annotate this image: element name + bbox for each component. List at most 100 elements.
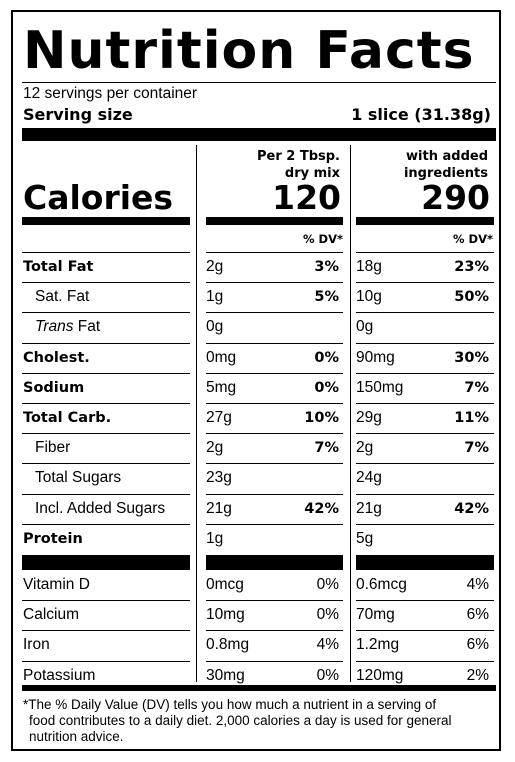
- vitamin-label-3: Potassium: [23, 666, 96, 684]
- vitamin-col2-dv-0: 4%: [466, 576, 489, 593]
- nutrient-col2-dv-3: 30%: [454, 349, 489, 366]
- nutrition-facts-label: Nutrition Facts 12 servings per containe…: [11, 10, 501, 751]
- vitamin-rule-left-2: [22, 660, 190, 662]
- vitamin-bar-col1: [206, 555, 343, 570]
- vitamin-col2-amount-0: 0.6mcg: [356, 576, 407, 593]
- nutrient-rule-col1-6: [206, 433, 343, 435]
- nutrient-col1-amount-7: 23g: [206, 469, 232, 487]
- vitamin-col2-dv-2: 6%: [466, 636, 489, 654]
- nutrient-col1-amount-0: 2g: [206, 258, 224, 275]
- column-2-header-line1: with added: [406, 149, 488, 164]
- calories-bar-left: [22, 217, 190, 225]
- nutrient-rule-col1-3: [206, 342, 343, 344]
- nutrient-col2-amount-3: 90mg: [356, 348, 395, 366]
- nutrient-col1-amount-5: 27g: [206, 409, 232, 426]
- nutrient-rule-col1-7: [206, 463, 343, 465]
- nutrient-label-0: Total Fat: [23, 259, 94, 275]
- nutrient-rule-col2-2: [356, 312, 494, 314]
- nutrient-label-6: Fiber: [35, 439, 71, 457]
- vitamin-col1-dv-2: 4%: [316, 636, 339, 654]
- nutrient-rule-left-4: [22, 372, 190, 374]
- nutrient-rule-col1-0: [206, 252, 343, 253]
- nutrient-col2-amount-6: 2g: [356, 439, 374, 457]
- serving-size-label: Serving size: [23, 105, 133, 124]
- nutrient-col1-dv-3: 0%: [314, 349, 339, 366]
- nutrient-col2-dv-4: 7%: [464, 379, 489, 396]
- label-title: Nutrition Facts: [23, 21, 475, 81]
- vitamin-rule-col2-0: [356, 600, 494, 602]
- calories-col2-value: 290: [421, 178, 490, 217]
- nutrient-label-2: Trans Fat: [35, 312, 100, 342]
- vitamin-label-2: Iron: [23, 636, 50, 654]
- thick-rule-bottom: [22, 685, 496, 691]
- nutrient-col1-amount-3: 0mg: [206, 348, 237, 366]
- nutrient-rule-col2-0: [356, 252, 494, 253]
- vitamin-col2-amount-3: 120mg: [356, 666, 404, 684]
- nutrient-rule-left-9: [22, 523, 190, 525]
- nutrient-rule-left-6: [22, 433, 190, 435]
- nutrient-label-3: Cholest.: [23, 349, 90, 366]
- nutrient-rule-left-8: [22, 493, 190, 495]
- nutrient-col2-amount-4: 150mg: [356, 378, 404, 396]
- nutrient-col1-dv-5: 10%: [304, 410, 339, 426]
- nutrient-col2-amount-8: 21g: [356, 499, 382, 517]
- vitamin-rule-col2-1: [356, 630, 494, 632]
- nutrient-rule-left-3: [22, 342, 190, 344]
- nutrient-col1-amount-2: 0g: [206, 318, 224, 336]
- vitamin-rule-col1-2: [206, 660, 343, 662]
- nutrient-label-4: Sodium: [23, 379, 85, 396]
- vitamin-rule-left-0: [22, 600, 190, 602]
- nutrient-col1-amount-4: 5mg: [206, 378, 237, 396]
- nutrient-rule-left-5: [22, 403, 190, 404]
- vitamin-rule-col1-0: [206, 600, 343, 602]
- nutrient-col2-amount-1: 10g: [356, 288, 382, 306]
- nutrient-col1-dv-6: 7%: [314, 440, 339, 457]
- nutrient-col1-amount-9: 1g: [206, 529, 224, 547]
- nutrient-label-1: Sat. Fat: [35, 288, 90, 306]
- serving-size-value: 1 slice (31.38g): [351, 105, 491, 124]
- calories-label: Calories: [23, 178, 174, 217]
- nutrient-rule-col2-3: [356, 342, 494, 344]
- vitamin-col2-amount-2: 1.2mg: [356, 636, 400, 654]
- nutrient-rule-left-7: [22, 463, 190, 465]
- vitamin-bar-left: [22, 555, 190, 570]
- dv-header-col1: % DV*: [303, 232, 343, 246]
- nutrient-rule-col2-9: [356, 523, 494, 525]
- column-1-header-line2: dry mix: [284, 166, 340, 181]
- vitamin-rule-col1-1: [206, 630, 343, 632]
- nutrient-col1-amount-1: 1g: [206, 288, 224, 306]
- vitamin-col1-dv-0: 0%: [316, 576, 339, 593]
- title-rule: [22, 82, 496, 83]
- nutrient-label-8: Incl. Added Sugars: [35, 499, 166, 517]
- footnote-line-3: nutrition advice.: [29, 729, 124, 744]
- nutrient-rule-col2-6: [356, 433, 494, 435]
- calories-col1-value: 120: [272, 178, 341, 217]
- vitamin-col2-dv-3: 2%: [466, 666, 489, 684]
- nutrient-rule-col1-9: [206, 523, 343, 525]
- nutrient-label-italic: Trans: [35, 318, 74, 336]
- nutrient-col2-amount-0: 18g: [356, 258, 382, 275]
- dv-header-col2: % DV*: [453, 232, 493, 246]
- vitamin-col1-dv-1: 0%: [316, 606, 339, 624]
- column-1-header: Per 2 Tbsp. dry mix: [209, 148, 340, 182]
- nutrient-col1-dv-1: 5%: [314, 289, 339, 306]
- nutrient-rule-col1-5: [206, 403, 343, 404]
- nutrient-rule-col1-8: [206, 493, 343, 495]
- nutrient-rule-left-1: [22, 282, 190, 284]
- nutrient-rule-col2-4: [356, 372, 494, 374]
- calories-bar-col2: [356, 217, 494, 225]
- nutrient-rule-col2-5: [356, 403, 494, 404]
- thick-rule-top: [22, 128, 496, 141]
- nutrient-rule-col1-2: [206, 312, 343, 314]
- calories-bar-col1: [206, 217, 343, 225]
- nutrient-label-9: Protein: [23, 530, 83, 547]
- footnote: *The % Daily Value (DV) tells you how mu…: [23, 697, 497, 745]
- nutrient-label-7: Total Sugars: [35, 469, 122, 487]
- nutrient-col1-dv-0: 3%: [314, 259, 339, 275]
- vitamin-col1-amount-1: 10mg: [206, 606, 245, 624]
- footnote-line-2: food contributes to a daily diet. 2,000 …: [29, 713, 452, 728]
- column-1-header-line1: Per 2 Tbsp.: [256, 149, 340, 164]
- vitamin-label-0: Vitamin D: [23, 576, 90, 593]
- vitamin-col1-amount-0: 0mcg: [206, 576, 244, 593]
- nutrient-rule-col2-1: [356, 282, 494, 284]
